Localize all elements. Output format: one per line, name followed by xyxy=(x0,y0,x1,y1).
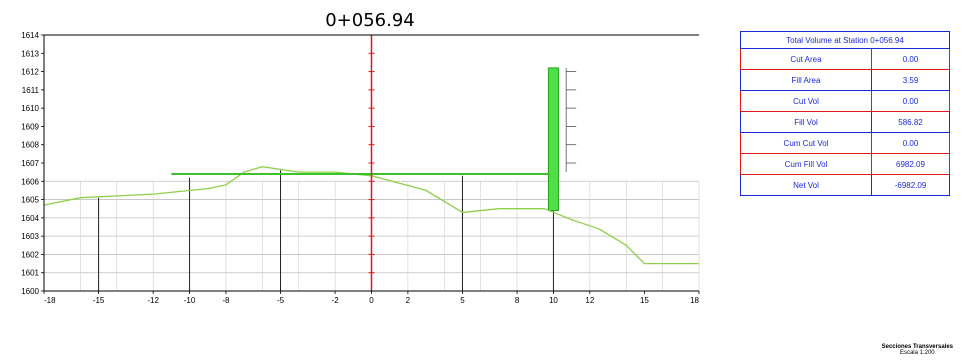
fill-bar xyxy=(547,67,559,212)
x-tick-label: -5 xyxy=(277,296,285,305)
y-tick-label: 1609 xyxy=(21,122,39,131)
volume-table: Total Volume at Station 0+056.94 Cut Are… xyxy=(740,31,950,196)
x-tick-label: 12 xyxy=(585,296,594,305)
row-label-fill-area: Fill Area xyxy=(740,69,872,91)
x-tick-label: -15 xyxy=(93,296,105,305)
drawing-footer: Secciones Transversales Escala 1:200 xyxy=(882,344,953,356)
x-tick-label: 8 xyxy=(515,296,520,305)
footer-title: Secciones Transversales xyxy=(881,344,953,350)
y-tick-label: 1601 xyxy=(21,269,39,278)
x-tick-label: 2 xyxy=(406,296,411,305)
row-label-fill-vol: Fill Vol xyxy=(740,111,872,133)
y-tick-label: 1613 xyxy=(21,49,39,58)
x-tick-label: -2 xyxy=(332,296,340,305)
x-tick-label: -12 xyxy=(147,296,159,305)
y-tick-label: 1603 xyxy=(21,232,39,241)
footer-scale: Escala 1:200 xyxy=(899,350,935,356)
row-value-fill-area: 3.59 xyxy=(871,69,950,91)
station-title: 0+056.94 xyxy=(325,10,415,31)
vertical-marks xyxy=(98,170,554,291)
axes xyxy=(41,34,700,294)
y-tick-label: 1612 xyxy=(21,68,39,77)
x-tick-label: -18 xyxy=(44,296,56,305)
row-value-cut-vol: 0.00 xyxy=(871,90,950,112)
y-tick-label: 1600 xyxy=(21,287,39,296)
profile-lines xyxy=(43,35,699,291)
row-value-cut-area: 0.00 xyxy=(871,48,950,70)
y-tick-label: 1607 xyxy=(21,159,39,168)
x-tick-label: 0 xyxy=(369,296,374,305)
y-tick-label: 1604 xyxy=(21,214,39,223)
tick-labels: 1614 1613 1612 1611 1610 1609 1608 1607 1606 1605… xyxy=(21,31,699,305)
row-value-cum-fill-vol: 6982.09 xyxy=(871,153,950,175)
row-label-cut-vol: Cut Vol xyxy=(740,90,872,112)
x-tick-label: 5 xyxy=(460,296,465,305)
row-label-net-vol: Net Vol xyxy=(740,174,872,196)
y-tick-label: 1610 xyxy=(21,104,39,113)
row-label-cum-cut-vol: Cum Cut Vol xyxy=(740,132,872,154)
volume-table-header: Total Volume at Station 0+056.94 xyxy=(740,31,950,49)
y-tick-label: 1605 xyxy=(21,196,39,205)
row-value-net-vol: -6982.09 xyxy=(871,174,950,196)
row-value-fill-vol: 586.82 xyxy=(871,111,950,133)
x-tick-label: 18 xyxy=(690,296,699,305)
x-tick-label: -8 xyxy=(222,296,230,305)
row-label-cum-fill-vol: Cum Fill Vol xyxy=(740,153,872,175)
y-tick-label: 1608 xyxy=(21,141,39,150)
x-tick-label: -10 xyxy=(184,296,196,305)
row-value-cum-cut-vol: 0.00 xyxy=(871,132,950,154)
y-tick-label: 1611 xyxy=(22,86,40,95)
y-tick-label: 1606 xyxy=(21,177,39,186)
x-tick-label: 10 xyxy=(549,296,558,305)
x-tick-label: 15 xyxy=(640,296,649,305)
row-label-cut-area: Cut Area xyxy=(740,48,872,70)
ground-line xyxy=(43,166,699,265)
y-tick-label: 1602 xyxy=(21,250,39,259)
y-tick-label: 1614 xyxy=(21,31,39,40)
